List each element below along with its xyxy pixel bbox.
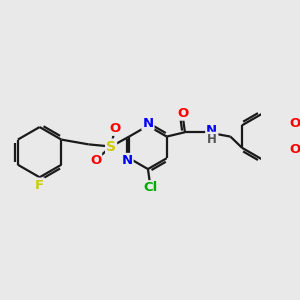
Text: O: O bbox=[289, 143, 300, 156]
Text: O: O bbox=[289, 117, 300, 130]
Text: N: N bbox=[206, 124, 217, 137]
Text: S: S bbox=[106, 140, 116, 154]
Text: N: N bbox=[142, 117, 154, 130]
Text: F: F bbox=[35, 178, 44, 192]
Text: O: O bbox=[90, 154, 101, 167]
Text: H: H bbox=[207, 133, 217, 146]
Text: Cl: Cl bbox=[143, 181, 157, 194]
Text: N: N bbox=[122, 154, 133, 167]
Text: O: O bbox=[177, 107, 188, 120]
Text: O: O bbox=[109, 122, 120, 135]
